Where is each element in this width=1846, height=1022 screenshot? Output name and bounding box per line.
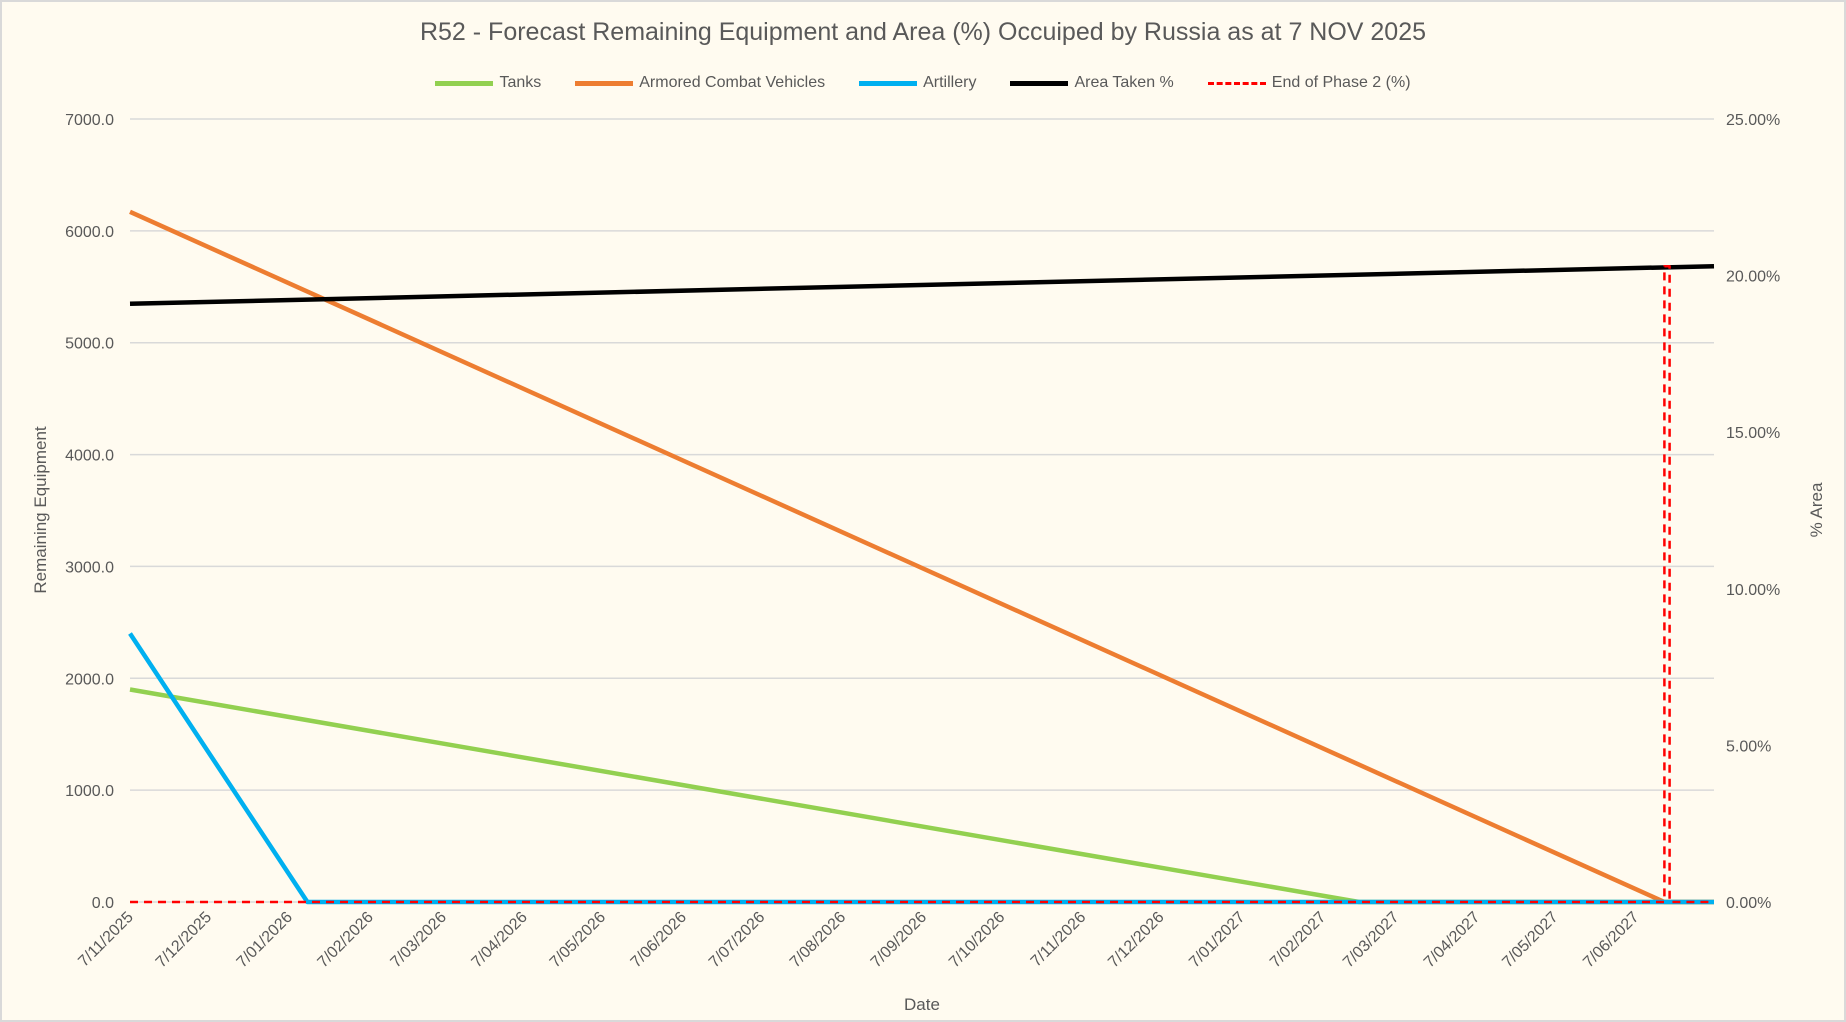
y-tick-label: 3000.0 [65,559,114,576]
x-tick-label: 7/01/2027 [1186,909,1248,971]
x-tick-label: 7/04/2026 [469,909,531,971]
x-tick-label: 7/05/2027 [1499,909,1561,971]
y2-tick-label: 15.00% [1726,425,1780,442]
legend-swatch [859,80,918,86]
y2-tick-label: 5.00% [1726,738,1771,755]
legend-swatch [1207,81,1266,85]
x-tick-label: 7/12/2025 [153,909,215,971]
x-tick-label: 7/09/2026 [868,909,930,971]
series-line-end-of-phase-2 [130,264,1714,904]
legend-item-area: Area Taken % [1010,74,1174,92]
x-tick-label: 7/01/2026 [234,909,296,971]
series-line-tanks [129,687,1714,905]
legend-item-acv: Armored Combat Vehicles [575,74,825,92]
x-tick-label: 7/12/2026 [1105,909,1167,971]
legend-swatch [1010,80,1069,86]
legend: Tanks Armored Combat Vehicles Artillery … [0,74,1846,92]
x-tick-label: 7/11/2025 [75,909,137,971]
legend-label: End of Phase 2 (%) [1271,74,1411,91]
x-tick-label: 7/04/2027 [1421,909,1483,971]
legend-label: Artillery [923,74,977,91]
x-tick-label: 7/03/2026 [388,909,450,971]
legend-swatch [575,80,634,86]
y-axis-label: Remaining Equipment [31,426,50,594]
y2-tick-label: 0.00% [1726,895,1771,912]
x-tick-label: 7/05/2026 [547,909,609,971]
legend-item-tanks: Tanks [435,74,541,92]
y-tick-label: 6000.0 [65,224,114,241]
y-tick-label: 1000.0 [65,783,114,800]
legend-swatch [435,80,494,86]
x-tick-label: 7/03/2027 [1340,909,1402,971]
x-tick-label: 7/06/2026 [628,909,690,971]
x-tick-label: 7/08/2026 [787,909,849,971]
x-tick-label: 7/07/2026 [706,909,768,971]
y-tick-label: 0.0 [92,895,114,912]
legend-item-phase2: End of Phase 2 (%) [1207,74,1411,92]
y-tick-label: 4000.0 [65,448,114,465]
x-axis-label: Date [904,995,940,1014]
x-tick-label: 7/02/2027 [1267,909,1329,971]
y-tick-label: 5000.0 [65,336,114,353]
legend-label: Tanks [499,74,542,91]
chart-title: R52 - Forecast Remaining Equipment and A… [419,18,1427,46]
y-tick-label: 7000.0 [65,112,114,129]
legend-item-artillery: Artillery [859,74,976,92]
y-tick-label: 2000.0 [65,671,114,688]
x-tick-label: 7/11/2026 [1028,909,1090,971]
legend-label: Armored Combat Vehicles [639,74,826,91]
series-line-armored-combat-vehicles [129,209,1714,905]
y2-axis-label: % Area [1807,482,1826,537]
y2-tick-label: 20.00% [1726,269,1780,286]
x-tick-label: 7/02/2026 [315,909,377,971]
series-line-area-taken [129,263,1715,307]
series-line-artillery [128,632,1714,905]
y2-tick-label: 25.00% [1726,112,1780,129]
x-tick-label: 7/06/2027 [1580,909,1642,971]
y2-tick-label: 10.00% [1726,582,1780,599]
legend-label: Area Taken % [1074,74,1174,91]
x-tick-label: 7/10/2026 [946,909,1008,971]
